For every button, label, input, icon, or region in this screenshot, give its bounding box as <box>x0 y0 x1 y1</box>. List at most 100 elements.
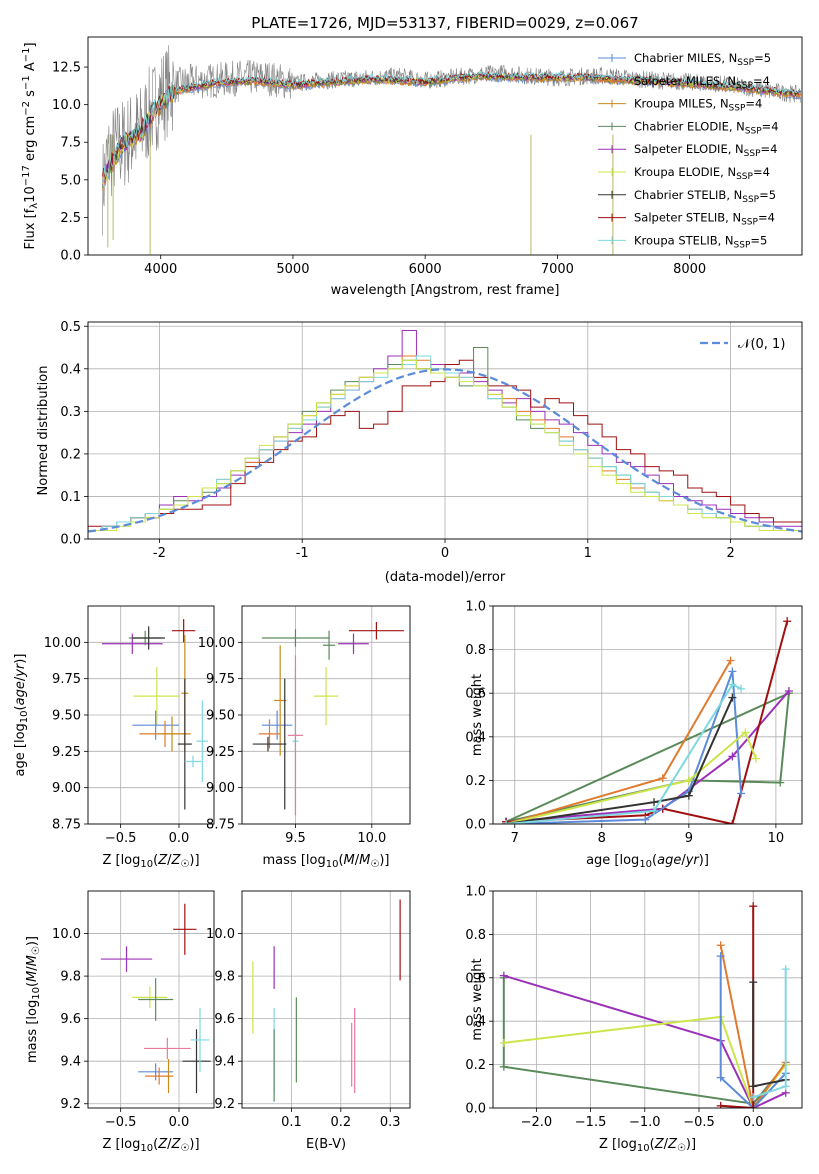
y-tick-label: 9.75 <box>52 672 81 687</box>
y-tick-label: 9.6 <box>60 1012 81 1027</box>
massweight_vs_age-plot-area <box>502 617 793 824</box>
y-tick-label: 0.4 <box>60 362 81 377</box>
x-tick-label: 0.3 <box>380 1115 401 1130</box>
y-tick-label: 8.75 <box>52 818 81 833</box>
y-axis-label-part: −1 <box>21 48 32 63</box>
age_vs_Z-axes: −0.5 0.0 8.75 9.00 9.25 9.50 9.75 10.00 <box>44 606 214 846</box>
legend-label-tail: =4 <box>762 119 779 133</box>
y-axis-label-part: 10 <box>23 186 38 203</box>
y-tick-label: 10.0 <box>52 98 81 113</box>
massweight-line <box>505 730 757 824</box>
y-tick-label: 0.0 <box>465 818 486 833</box>
residuals-frame <box>87 321 803 540</box>
x-tick-label: 4000 <box>144 262 177 277</box>
label-part: Z <box>171 1137 182 1152</box>
y-tick-label: 10.0 <box>206 927 235 942</box>
legend-label-sub: SSP <box>729 104 746 114</box>
x-tick-label: −2.0 <box>521 1115 553 1130</box>
legend-label-sub: SSP <box>737 58 754 68</box>
label-part: ( <box>153 853 158 868</box>
x-tick-label: 10 <box>768 831 785 846</box>
label-part: Z [log <box>102 1137 140 1152</box>
massweight-line <box>719 956 787 1108</box>
label-part: )] <box>699 853 709 868</box>
mass_vs_Z-plot-area <box>100 903 211 1094</box>
legend-label: Salpeter MILES, NSSP=4 <box>634 74 770 91</box>
y-tick-label: 0.4 <box>465 730 486 745</box>
x-tick-label: 9 <box>685 831 693 846</box>
x-axis-label: E(B-V) <box>306 1137 346 1152</box>
label-part: ( <box>650 1137 655 1152</box>
legend-label-tail: =4 <box>745 97 762 111</box>
label-part: )] <box>13 654 28 664</box>
legend-label-sub: SSP <box>745 126 762 136</box>
y-tick-label: 9.6 <box>214 1012 235 1027</box>
label-part: ( <box>13 705 28 710</box>
label-part: mass [log <box>25 1000 40 1063</box>
y-tick-label: 0.3 <box>60 405 81 420</box>
age_vs_Z-plot-area <box>102 619 209 810</box>
mass_vs_ebv-frame <box>241 890 411 1109</box>
y-tick-label: 10.00 <box>198 636 235 651</box>
label-part: ( <box>338 853 343 868</box>
legend-label: Kroupa STELIB, NSSP=5 <box>634 233 767 250</box>
massweight_vs_Z-axes: −2.0 −1.5 −1.0 −0.5 0.0 0.0 0.2 0.4 0.6 0.8 1.0 <box>465 885 802 1130</box>
x-tick-label: 0.0 <box>743 1115 764 1130</box>
y-tick-label: 0.1 <box>60 490 81 505</box>
y-tick-label: 9.50 <box>206 709 235 724</box>
gaussian-curve <box>88 368 802 533</box>
x-tick-label: -1 <box>296 546 309 561</box>
legend-label-tail: =5 <box>754 51 771 65</box>
label-part: M <box>359 853 370 868</box>
y-axis-label: mass weight <box>470 958 485 1040</box>
y-axis-label: age [log10(age/yr)] <box>13 654 30 777</box>
legend-label-tail: =4 <box>753 165 770 179</box>
legend-label: Kroupa ELODIE, NSSP=4 <box>634 165 770 182</box>
histogram-series-b <box>88 359 802 539</box>
label-part: 10 <box>326 859 339 870</box>
y-tick-label: 0.4 <box>465 1015 486 1030</box>
label-part: / <box>13 676 28 681</box>
label-part: Z [log <box>599 1137 637 1152</box>
legend-label: Salpeter STELIB, NSSP=4 <box>634 211 775 228</box>
y-tick-label: 2.5 <box>60 211 81 226</box>
x-tick-label: −1.5 <box>575 1115 607 1130</box>
y-tick-label: 5.0 <box>60 173 81 188</box>
label-part: ☉ <box>31 946 42 955</box>
y-axis-label-part: Flux [f <box>23 208 38 249</box>
massweight-line <box>503 974 787 1108</box>
x-axis-label: Z [log10(Z/Z☉)] <box>102 853 199 870</box>
legend-label-main: Salpeter ELODIE, N <box>634 142 744 156</box>
y-tick-label: 9.50 <box>52 709 81 724</box>
age_vs_mass-axes: 9.5 10.0 8.75 9.00 9.25 9.50 9.75 10.00 <box>198 606 410 846</box>
residuals-plot-area <box>88 330 802 539</box>
spectrum-plot-area <box>102 45 802 255</box>
x-tick-label: -2 <box>153 546 166 561</box>
y-tick-label: 0.8 <box>465 928 486 943</box>
x-tick-label: 0.0 <box>169 1115 190 1130</box>
label-part: ☉ <box>180 1143 189 1154</box>
label-part: 10 <box>140 1143 153 1154</box>
legend-label: Chabrier STELIB, NSSP=5 <box>634 188 776 205</box>
legend-label-main: Kroupa STELIB, N <box>634 233 734 247</box>
figure-title: PLATE=1726, MJD=53137, FIBERID=0029, z=0… <box>251 14 638 32</box>
y-axis-label: mass weight <box>470 674 485 756</box>
label-part: )] <box>379 853 389 868</box>
y-tick-label: 9.8 <box>60 970 81 985</box>
x-axis-label: Z [log10(Z/Z☉)] <box>599 1137 696 1154</box>
label-part: / <box>681 853 686 868</box>
label-part: Z <box>157 853 168 868</box>
massweight-line <box>719 945 787 1108</box>
label-part: Z <box>667 1137 678 1152</box>
label-part: / <box>664 1137 669 1152</box>
y-tick-label: 9.2 <box>60 1097 81 1112</box>
y-tick-label: 12.5 <box>52 61 81 76</box>
y-tick-label: 0.2 <box>465 774 486 789</box>
y-axis-label: mass [log10(M/M☉)] <box>25 936 42 1063</box>
y-axis-label-part: λ <box>29 203 40 209</box>
x-axis-label: mass [log10(M/M☉)] <box>263 853 390 870</box>
x-tick-label: 8000 <box>673 262 706 277</box>
x-tick-label: 6000 <box>409 262 442 277</box>
label-part: / <box>355 853 360 868</box>
legend-label-tail: =5 <box>759 188 776 202</box>
